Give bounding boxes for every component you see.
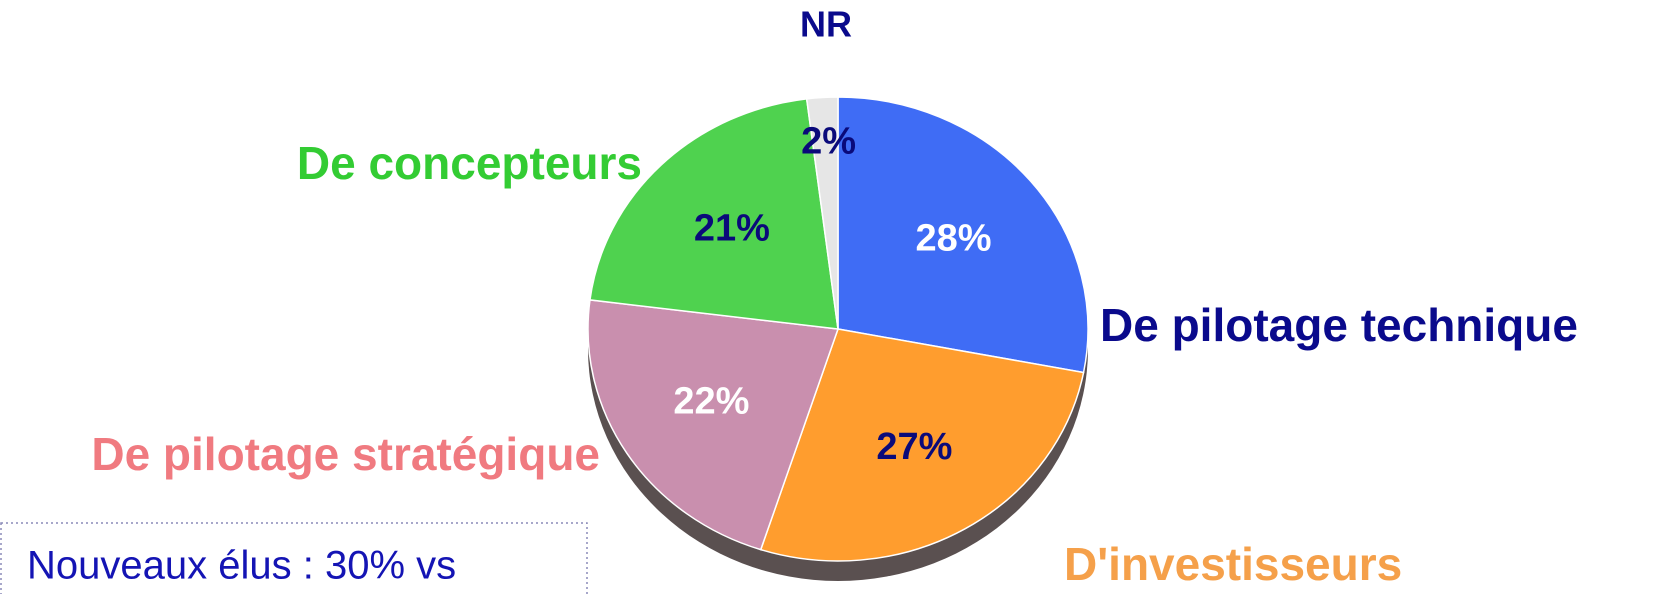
category-label: D'investisseurs (1064, 538, 1402, 590)
pie-slice (759, 328, 1085, 562)
value-label: 2% (801, 120, 856, 162)
value-label: 27% (876, 426, 952, 468)
pie-slice (589, 97, 839, 330)
category-label: NR (800, 4, 852, 45)
value-label: 21% (694, 208, 770, 250)
annotation-box (0, 522, 588, 594)
annotation: Nouveaux élus : 30% vs (27, 544, 456, 588)
category-label: De pilotage technique (1100, 299, 1578, 351)
pie-slice (587, 299, 840, 551)
pie-slice (837, 96, 1089, 374)
category-label: De concepteurs (297, 137, 642, 189)
pie-slice (805, 96, 839, 330)
value-label: 28% (916, 217, 992, 259)
value-label: 22% (673, 381, 749, 423)
category-label: De pilotage stratégique (91, 428, 600, 480)
